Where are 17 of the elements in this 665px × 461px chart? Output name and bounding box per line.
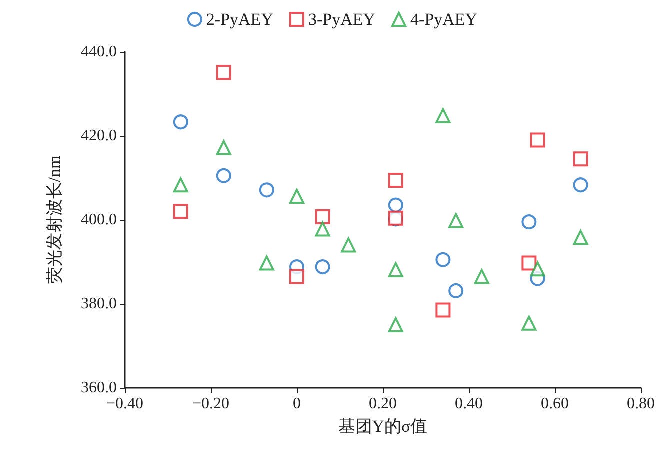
x-tick-label: 0.20 [369,396,397,412]
y-tick-label: 440.0 [81,44,117,60]
y-tick-label: 400.0 [81,212,117,228]
legend-label: 2-PyAEY [206,10,274,29]
y-tick-label: 420.0 [81,128,117,144]
x-tick-label: 0.60 [541,396,569,412]
y-tick-label: 360.0 [81,380,117,396]
legend-label: 4-PyAEY [410,10,478,29]
y-tick-label: 380.0 [81,296,117,312]
x-tick-label: 0.40 [455,396,483,412]
x-tick-label: −0.40 [106,396,144,412]
x-tick-label: 0.80 [627,396,655,412]
legend-label: 3-PyAEY [308,10,376,29]
x-tick-label: −0.20 [192,396,230,412]
x-tick-label: 0 [293,396,301,412]
x-axis-title: 基团Y的σ值 [338,417,428,436]
y-axis-title: 荧光发射波长/nm [45,156,64,284]
